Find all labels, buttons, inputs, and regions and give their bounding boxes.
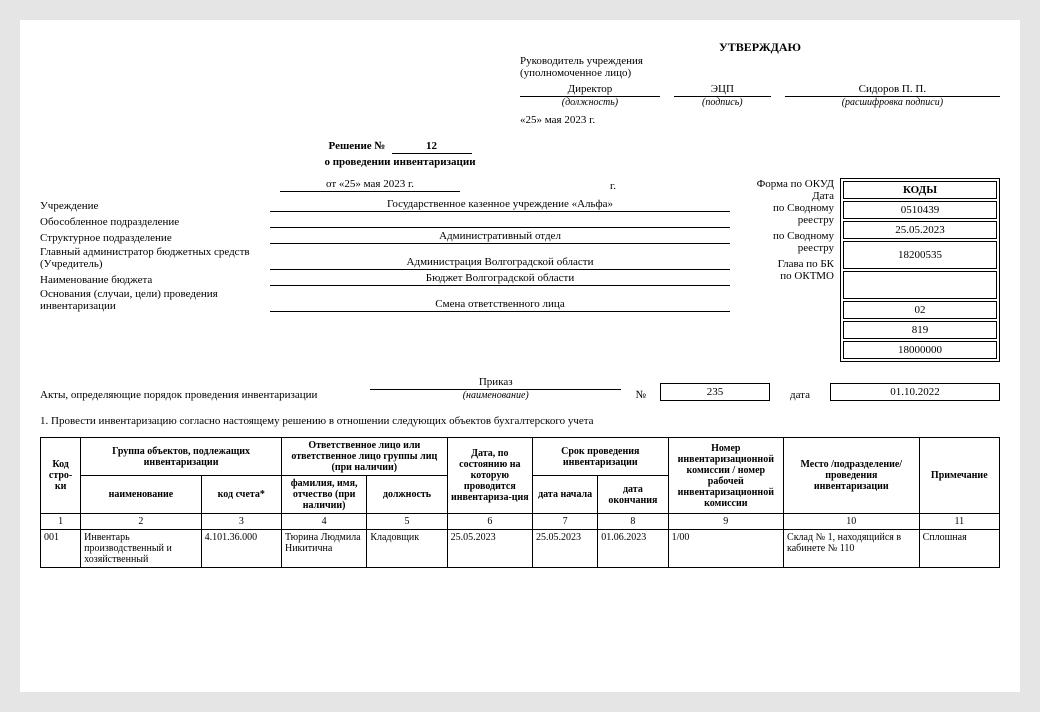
- form-value-5: Смена ответственного лица: [270, 298, 730, 312]
- acts-name-caption: (наименование): [370, 390, 621, 401]
- cell-0-3: Тюрина Людмила Никитична: [281, 530, 366, 568]
- form-row-0: УчреждениеГосударственное казенное учреж…: [40, 198, 730, 212]
- approve-position-caption: (должность): [520, 97, 660, 108]
- approve-signature: ЭЦП: [674, 83, 771, 97]
- col-num-6: 7: [533, 514, 598, 530]
- form-value-2: Административный отдел: [270, 230, 730, 244]
- code-value-3: [843, 271, 997, 299]
- approve-title: УТВЕРЖДАЮ: [520, 40, 1000, 55]
- col-num-3: 4: [281, 514, 366, 530]
- acts-date: 01.10.2022: [830, 383, 1000, 401]
- th-date-end: дата окончания: [598, 476, 668, 514]
- code-label-5: Глава по БК: [730, 258, 834, 270]
- approve-position: Директор: [520, 83, 660, 97]
- th-commission: Номер инвентаризационной комиссии / номе…: [668, 438, 783, 514]
- code-value-5: 819: [843, 321, 997, 339]
- th-responsible: Ответственное лицо или ответственное лиц…: [281, 438, 447, 476]
- approve-decipher: Сидоров П. П.: [785, 83, 1000, 97]
- col-num-1: 2: [81, 514, 201, 530]
- g-suffix: г.: [610, 180, 616, 192]
- cell-0-9: Склад № 1, находящийся в кабинете № 110: [784, 530, 920, 568]
- th-group: Группа объектов, подлежащих инвентаризац…: [81, 438, 282, 476]
- cell-0-7: 01.06.2023: [598, 530, 668, 568]
- th-note: Примечание: [919, 438, 999, 514]
- from-date: от «25» мая 2023 г.: [280, 178, 460, 192]
- approval-block: УТВЕРЖДАЮ Руководитель учреждения (уполн…: [520, 40, 1000, 126]
- approve-decipher-caption: (расшифровка подписи): [785, 97, 1000, 108]
- col-num-4: 5: [367, 514, 447, 530]
- code-value-6: 18000000: [843, 341, 997, 359]
- acts-label: Акты, определяющие порядок проведения ин…: [40, 389, 360, 401]
- code-label-1: Дата: [730, 190, 834, 202]
- acts-row: Акты, определяющие порядок проведения ин…: [40, 376, 1000, 401]
- form-row-1: Обособленное подразделение: [40, 214, 730, 228]
- cell-0-6: 25.05.2023: [533, 530, 598, 568]
- th-group-name: наименование: [81, 476, 201, 514]
- acts-date-label: дата: [780, 389, 820, 401]
- cell-0-0: 001: [41, 530, 81, 568]
- code-label-6: по ОКТМО: [730, 270, 834, 282]
- form-label-0: Учреждение: [40, 200, 270, 212]
- col-num-10: 11: [919, 514, 999, 530]
- decision-block: Решение № 12 о проведении инвентаризации: [220, 140, 580, 168]
- form-label-3: Главный администратор бюджетных средств …: [40, 246, 270, 270]
- col-num-2: 3: [201, 514, 281, 530]
- code-value-0: 0510439: [843, 201, 997, 219]
- form-label-2: Структурное подразделение: [40, 232, 270, 244]
- cell-0-1: Инвентарь производственный и хозяйственн…: [81, 530, 201, 568]
- section-1-text: 1. Провести инвентаризацию согласно наст…: [40, 415, 1000, 427]
- codes-box: КОДЫ 0510439 25.05.2023 18200535 02 819 180000…: [840, 178, 1000, 362]
- code-label-2: по Сводному реестру: [730, 202, 834, 230]
- cell-0-4: Кладовщик: [367, 530, 447, 568]
- form-label-1: Обособленное подразделение: [40, 216, 270, 228]
- th-state-date: Дата, по состоянию на которую проводится…: [447, 438, 532, 514]
- form-label-5: Основания (случаи, цели) проведения инве…: [40, 288, 270, 312]
- decision-number: 12: [392, 140, 472, 154]
- form-row-3: Главный администратор бюджетных средств …: [40, 246, 730, 270]
- document-page: УТВЕРЖДАЮ Руководитель учреждения (уполн…: [20, 20, 1020, 692]
- cell-0-10: Сплошная: [919, 530, 999, 568]
- col-num-5: 6: [447, 514, 532, 530]
- code-value-1: 25.05.2023: [843, 221, 997, 239]
- table-row: 001Инвентарь производственный и хозяйств…: [41, 530, 1000, 568]
- form-row-2: Структурное подразделениеАдминистративны…: [40, 230, 730, 244]
- form-row-4: Наименование бюджетаБюджет Волгоградской…: [40, 272, 730, 286]
- col-num-0: 1: [41, 514, 81, 530]
- th-place: Место /подразделение/ проведения инвента…: [784, 438, 920, 514]
- th-resp-fio: фамилия, имя, отчество (при наличии): [281, 476, 366, 514]
- cell-0-5: 25.05.2023: [447, 530, 532, 568]
- form-value-1: [270, 214, 730, 228]
- th-group-account: код счета*: [201, 476, 281, 514]
- acts-num-label: №: [631, 389, 650, 401]
- form-value-0: Государственное казенное учреждение «Аль…: [270, 198, 730, 212]
- acts-name: Приказ: [370, 376, 621, 390]
- th-row-code: Код стро-ки: [41, 438, 81, 514]
- form-label-4: Наименование бюджета: [40, 274, 270, 286]
- codes-title: КОДЫ: [843, 181, 997, 199]
- main-table: Код стро-ки Группа объектов, подлежащих …: [40, 437, 1000, 568]
- form-value-4: Бюджет Волгоградской области: [270, 272, 730, 286]
- code-label-3: по Сводному реестру: [730, 230, 834, 258]
- cell-0-8: 1/00: [668, 530, 783, 568]
- approve-date: «25» мая 2023 г.: [520, 114, 1000, 126]
- th-resp-position: должность: [367, 476, 447, 514]
- col-num-7: 8: [598, 514, 668, 530]
- col-num-9: 10: [784, 514, 920, 530]
- th-period: Срок проведения инвентаризации: [533, 438, 669, 476]
- code-value-2: 18200535: [843, 241, 997, 269]
- form-value-3: Администрация Волгоградской области: [270, 256, 730, 270]
- approve-subtitle-2: (уполномоченное лицо): [520, 67, 1000, 79]
- col-num-8: 9: [668, 514, 783, 530]
- acts-number: 235: [660, 383, 770, 401]
- code-value-4: 02: [843, 301, 997, 319]
- code-label-0: Форма по ОКУД: [730, 178, 834, 190]
- decision-subject: о проведении инвентаризации: [220, 156, 580, 168]
- form-row-5: Основания (случаи, цели) проведения инве…: [40, 288, 730, 312]
- th-date-start: дата начала: [533, 476, 598, 514]
- approve-subtitle-1: Руководитель учреждения: [520, 55, 1000, 67]
- approve-signature-caption: (подпись): [674, 97, 771, 108]
- decision-label: Решение №: [329, 140, 386, 152]
- cell-0-2: 4.101.36.000: [201, 530, 281, 568]
